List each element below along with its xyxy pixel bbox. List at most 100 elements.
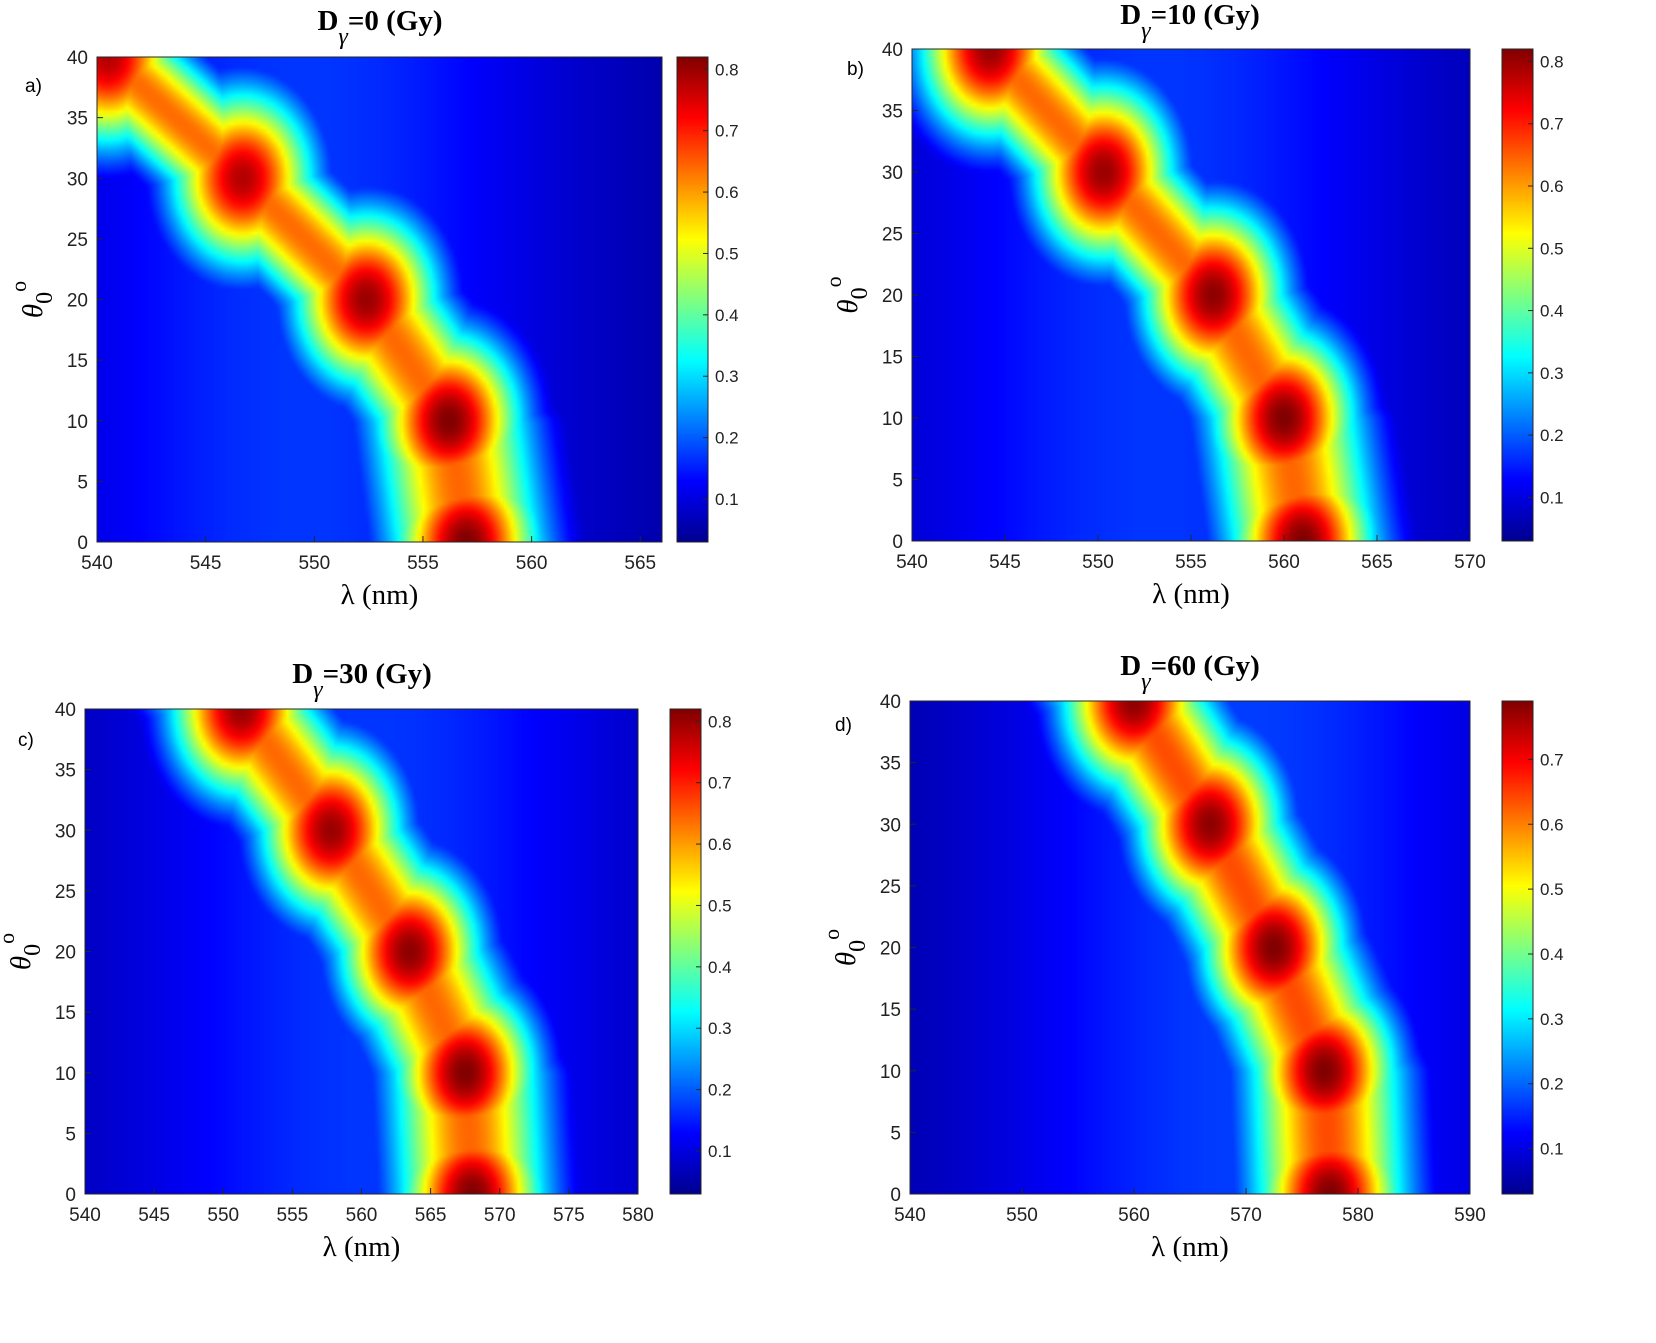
colorbar-tick-label: 0.3 bbox=[715, 367, 739, 386]
panel-b: 540 545 550 555 560 565 570 0 5 10 15 20 25 30 35 40 0.1… bbox=[821, 0, 1564, 610]
y-tick-label: 25 bbox=[55, 882, 76, 903]
y-tick-label: 20 bbox=[880, 939, 901, 960]
y-tick-label: 25 bbox=[67, 230, 88, 251]
colorbar-tick-label: 0.5 bbox=[1540, 239, 1564, 258]
y-tick-label: 20 bbox=[882, 286, 903, 307]
y-axis-label: θ0o bbox=[819, 929, 871, 966]
y-tick-label: 0 bbox=[77, 533, 88, 554]
colorbar-tick-label: 0.1 bbox=[1540, 1140, 1564, 1159]
y-tick-label: 0 bbox=[890, 1185, 901, 1206]
y-label-superscript: o bbox=[821, 276, 846, 287]
y-axis-label: θ0o bbox=[0, 933, 46, 970]
panel-d: 540 550 560 570 580 590 0 5 10 15 20 25 30 35 40 0.1 0.2… bbox=[819, 650, 1564, 1263]
colorbar-tick-label: 0.4 bbox=[708, 958, 732, 977]
x-tick-label: 575 bbox=[553, 1205, 585, 1226]
x-tick-label: 555 bbox=[277, 1205, 309, 1226]
y-tick-label: 10 bbox=[882, 409, 903, 430]
y-axis-label: θ0o bbox=[821, 276, 873, 313]
x-tick-label: 540 bbox=[69, 1205, 101, 1226]
chart-title: Dγ=10 (Gy) bbox=[1120, 0, 1260, 44]
colorbar-tick-label: 0.6 bbox=[708, 835, 732, 854]
colorbar-tick-label: 0.7 bbox=[715, 122, 739, 141]
colorbar-tick-label: 0.5 bbox=[708, 896, 732, 915]
x-tick-label: 545 bbox=[138, 1205, 170, 1226]
y-tick-label: 0 bbox=[892, 532, 903, 553]
x-tick-label: 550 bbox=[207, 1205, 239, 1226]
x-axis-label: λ (nm) bbox=[341, 579, 419, 611]
y-label-main: θ bbox=[5, 956, 37, 970]
y-tick-label: 35 bbox=[67, 109, 88, 130]
y-label-subscript: 0 bbox=[845, 940, 871, 952]
heatmap-image bbox=[910, 701, 1470, 1194]
y-label-subscript: 0 bbox=[20, 944, 46, 956]
y-tick-label: 5 bbox=[892, 471, 903, 492]
panel-label: c) bbox=[18, 730, 34, 751]
panel-c: 540 545 550 555 560 565 570 575 580 0 5 10 15 20 25 30 3… bbox=[0, 658, 732, 1263]
panel-label: b) bbox=[847, 59, 864, 80]
y-tick-label: 40 bbox=[880, 692, 901, 713]
y-tick-label: 35 bbox=[55, 761, 76, 782]
title-main: D bbox=[317, 5, 338, 37]
colorbar-tick-label: 0.6 bbox=[715, 183, 739, 202]
y-tick-label: 20 bbox=[67, 291, 88, 312]
x-tick-label: 540 bbox=[81, 553, 113, 574]
colorbar-tick-label: 0.7 bbox=[1540, 115, 1564, 134]
y-label-subscript: 0 bbox=[847, 287, 873, 299]
colorbar-tick-label: 0.8 bbox=[715, 60, 739, 79]
title-subscript: γ bbox=[313, 677, 323, 703]
y-tick-label: 5 bbox=[77, 472, 88, 493]
x-tick-label: 560 bbox=[346, 1205, 378, 1226]
y-label-main: θ bbox=[17, 304, 49, 318]
y-tick-label: 30 bbox=[55, 821, 76, 842]
heatmap-image bbox=[85, 709, 638, 1194]
colorbar-tick-label: 0.3 bbox=[708, 1019, 732, 1038]
x-axis-label: λ (nm) bbox=[1151, 1231, 1229, 1263]
y-label-superscript: o bbox=[0, 933, 19, 944]
title-rest: =60 (Gy) bbox=[1151, 650, 1260, 682]
chart-title: Dγ=60 (Gy) bbox=[1120, 650, 1260, 695]
x-tick-label: 570 bbox=[1230, 1205, 1262, 1226]
title-main: D bbox=[292, 658, 313, 690]
x-axis-label: λ (nm) bbox=[1152, 578, 1230, 610]
y-tick-label: 35 bbox=[882, 102, 903, 123]
colorbar-tick-label: 0.7 bbox=[1540, 750, 1564, 769]
y-label-superscript: o bbox=[6, 281, 31, 292]
panel-a: 540 545 550 555 560 565 0 5 10 15 20 25 30 35 40 0.1 0.2… bbox=[6, 5, 739, 611]
y-axis-label: θ0o bbox=[6, 281, 58, 318]
colorbar-tick-label: 0.4 bbox=[1540, 945, 1564, 964]
panel-label: a) bbox=[25, 76, 42, 97]
x-tick-label: 590 bbox=[1454, 1205, 1486, 1226]
x-tick-label: 545 bbox=[989, 552, 1021, 573]
heatmap-image bbox=[97, 57, 662, 542]
y-tick-label: 5 bbox=[890, 1123, 901, 1144]
title-rest: =0 (Gy) bbox=[348, 5, 443, 37]
y-tick-label: 15 bbox=[880, 1000, 901, 1021]
y-tick-label: 10 bbox=[55, 1064, 76, 1085]
x-tick-label: 580 bbox=[622, 1205, 654, 1226]
y-label-subscript: 0 bbox=[32, 292, 58, 304]
title-subscript: γ bbox=[1141, 18, 1151, 44]
colorbar bbox=[1501, 700, 1534, 1195]
panel-label: d) bbox=[835, 715, 852, 736]
x-tick-label: 565 bbox=[415, 1205, 447, 1226]
colorbar-tick-label: 0.1 bbox=[1540, 488, 1564, 507]
x-tick-label: 540 bbox=[894, 1205, 926, 1226]
x-tick-label: 565 bbox=[1361, 552, 1393, 573]
colorbar bbox=[676, 56, 709, 543]
y-tick-label: 20 bbox=[55, 943, 76, 964]
colorbar-tick-label: 0.3 bbox=[1540, 1010, 1564, 1029]
colorbar-tick-label: 0.5 bbox=[715, 244, 739, 263]
chart-title: Dγ=0 (Gy) bbox=[317, 5, 442, 50]
x-tick-label: 550 bbox=[1082, 552, 1114, 573]
x-tick-label: 565 bbox=[624, 553, 656, 574]
x-tick-label: 555 bbox=[407, 553, 439, 574]
x-tick-label: 550 bbox=[298, 553, 330, 574]
colorbar-tick-label: 0.1 bbox=[708, 1142, 732, 1161]
title-rest: =10 (Gy) bbox=[1151, 0, 1260, 31]
x-tick-label: 560 bbox=[516, 553, 548, 574]
chart-title: Dγ=30 (Gy) bbox=[292, 658, 432, 703]
y-tick-label: 40 bbox=[882, 40, 903, 61]
y-tick-label: 25 bbox=[880, 877, 901, 898]
x-tick-label: 560 bbox=[1118, 1205, 1150, 1226]
